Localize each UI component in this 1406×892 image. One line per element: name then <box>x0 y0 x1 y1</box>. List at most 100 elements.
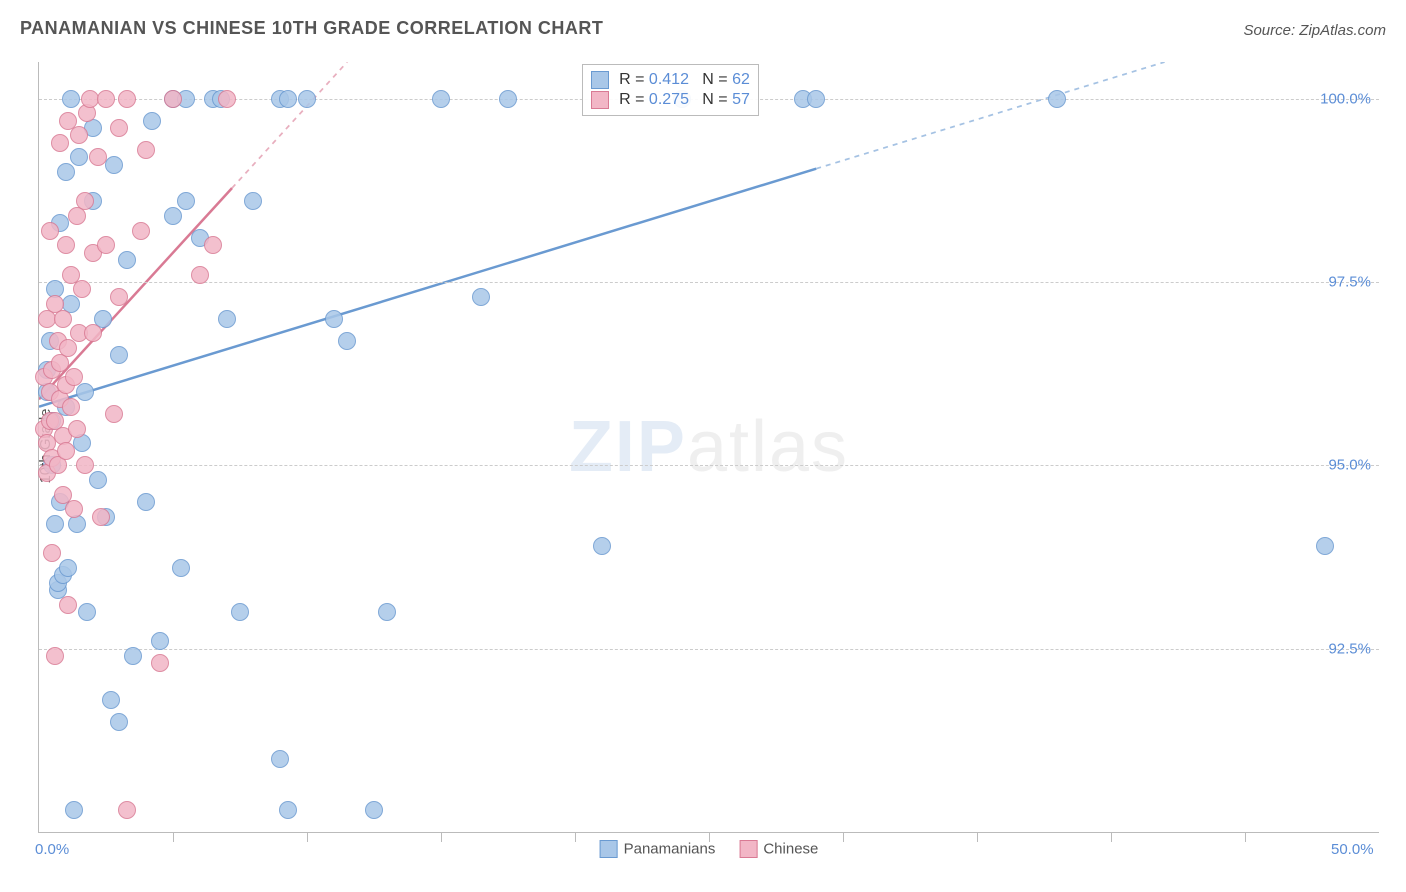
chinese-point <box>97 236 115 254</box>
chinese-point <box>164 90 182 108</box>
x-tick-label: 0.0% <box>35 841 69 858</box>
chinese-point <box>97 90 115 108</box>
y-tick-label: 95.0% <box>1328 457 1371 474</box>
panamanians-point <box>105 156 123 174</box>
legend-label: Chinese <box>763 841 818 858</box>
chinese-point <box>59 596 77 614</box>
x-tick <box>441 832 442 842</box>
panamanians-point <box>279 801 297 819</box>
panamanians-point <box>1316 537 1334 555</box>
chinese-point <box>110 288 128 306</box>
chinese-point <box>118 90 136 108</box>
panamanians-point <box>338 332 356 350</box>
chinese-point <box>57 236 75 254</box>
panamanians-point <box>177 192 195 210</box>
trend-lines <box>39 62 1379 832</box>
panamanians-point <box>807 90 825 108</box>
panamanians-point <box>151 632 169 650</box>
x-tick <box>575 832 576 842</box>
x-tick <box>843 832 844 842</box>
panamanians-point <box>137 493 155 511</box>
chinese-point <box>46 647 64 665</box>
chinese-point <box>76 456 94 474</box>
stats-box: R = 0.412 N = 62 R = 0.275 N = 57 <box>582 64 759 116</box>
panamanians-point <box>89 471 107 489</box>
chart-title: PANAMANIAN VS CHINESE 10TH GRADE CORRELA… <box>20 18 603 39</box>
panamanians-point <box>102 691 120 709</box>
panamanians-point <box>472 288 490 306</box>
chinese-trendline-dashed <box>232 62 347 188</box>
panamanians-point <box>110 713 128 731</box>
chinese-point <box>57 442 75 460</box>
chinese-point <box>151 654 169 672</box>
y-tick-label: 97.5% <box>1328 274 1371 291</box>
panamanians-point <box>62 90 80 108</box>
panamanians-point <box>1048 90 1066 108</box>
chinese-point <box>70 126 88 144</box>
chinese-point <box>65 500 83 518</box>
stats-row-chinese: R = 0.275 N = 57 <box>591 91 750 109</box>
gridline <box>39 465 1379 466</box>
panamanians-point <box>593 537 611 555</box>
panamanians-point <box>59 559 77 577</box>
legend-label: Panamanians <box>624 841 716 858</box>
gridline <box>39 649 1379 650</box>
scatter-plot: ZIPatlas 92.5%95.0%97.5%100.0%0.0%50.0% … <box>38 62 1379 833</box>
x-tick <box>307 832 308 842</box>
swatch-icon <box>591 91 609 109</box>
panamanians-point <box>172 559 190 577</box>
panamanians-point <box>110 346 128 364</box>
legend-swatch-icon <box>739 840 757 858</box>
panamanians-point <box>378 603 396 621</box>
chinese-point <box>73 280 91 298</box>
panamanians-point <box>432 90 450 108</box>
watermark-part1: ZIP <box>569 407 687 487</box>
x-tick <box>1245 832 1246 842</box>
panamanians-point <box>143 112 161 130</box>
panamanians-point <box>57 163 75 181</box>
x-tick <box>173 832 174 842</box>
panamanians-trendline-dashed <box>816 62 1164 169</box>
stats-text: R = 0.412 N = 62 <box>615 71 750 88</box>
gridline <box>39 282 1379 283</box>
panamanians-point <box>164 207 182 225</box>
chinese-point <box>137 141 155 159</box>
chinese-point <box>41 222 59 240</box>
panamanians-point <box>365 801 383 819</box>
panamanians-point <box>279 90 297 108</box>
panamanians-point <box>124 647 142 665</box>
panamanians-point <box>231 603 249 621</box>
x-tick <box>1111 832 1112 842</box>
chinese-point <box>43 544 61 562</box>
chinese-point <box>76 192 94 210</box>
chinese-point <box>118 801 136 819</box>
panamanians-point <box>46 515 64 533</box>
legend-swatch-icon <box>600 840 618 858</box>
chinese-point <box>62 398 80 416</box>
chinese-point <box>105 405 123 423</box>
watermark: ZIPatlas <box>569 406 849 488</box>
chinese-point <box>65 368 83 386</box>
y-tick-label: 100.0% <box>1320 90 1371 107</box>
chinese-point <box>84 324 102 342</box>
x-tick-label: 50.0% <box>1331 841 1374 858</box>
chinese-point <box>68 420 86 438</box>
chinese-point <box>218 90 236 108</box>
panamanians-point <box>218 310 236 328</box>
panamanians-point <box>118 251 136 269</box>
y-tick-label: 92.5% <box>1328 640 1371 657</box>
panamanians-point <box>499 90 517 108</box>
panamanians-point <box>298 90 316 108</box>
chinese-point <box>132 222 150 240</box>
stats-text: R = 0.275 N = 57 <box>615 91 750 108</box>
chinese-point <box>110 119 128 137</box>
swatch-icon <box>591 71 609 89</box>
chinese-point <box>51 134 69 152</box>
panamanians-point <box>271 750 289 768</box>
panamanians-point <box>65 801 83 819</box>
watermark-part2: atlas <box>687 407 849 487</box>
legend: Panamanians Chinese <box>600 840 819 858</box>
panamanians-point <box>78 603 96 621</box>
panamanians-point <box>70 148 88 166</box>
source-label: Source: ZipAtlas.com <box>1243 22 1386 39</box>
